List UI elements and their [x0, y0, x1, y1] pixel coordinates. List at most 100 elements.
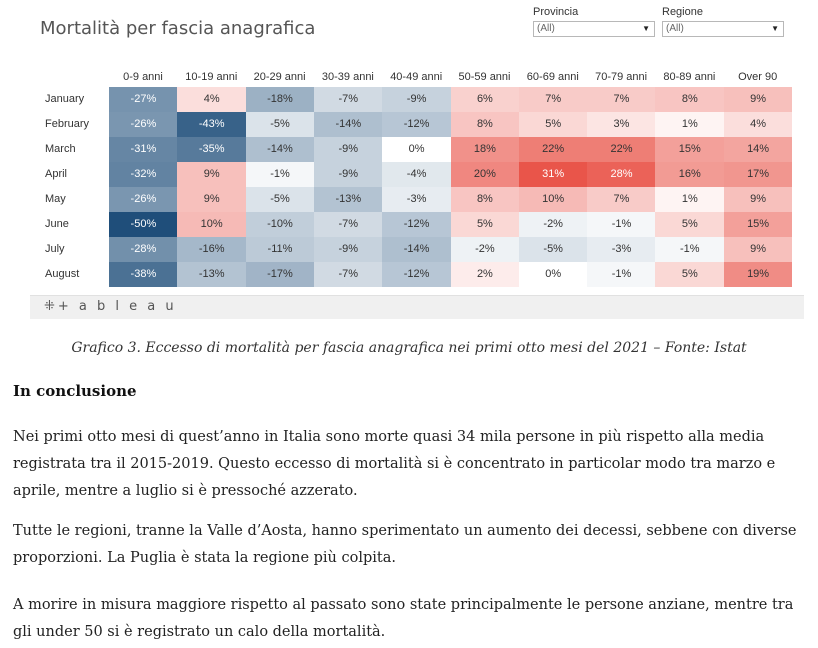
row-header: April [45, 168, 68, 180]
heatmap-cell[interactable]: -14% [313, 112, 383, 137]
heatmap-cell[interactable]: -7% [313, 212, 383, 237]
heatmap-cell[interactable]: -5% [245, 112, 315, 137]
filter-provincia-label: Provincia [533, 6, 579, 18]
heatmap-cell[interactable]: 22% [587, 137, 656, 162]
heatmap-cell[interactable]: 15% [723, 212, 793, 237]
heatmap-cell[interactable]: -17% [245, 262, 315, 287]
filter-regione-select[interactable]: (All) ▼ [662, 21, 784, 37]
heatmap-cell[interactable]: -9% [313, 137, 383, 162]
column-header: 80-89 anni [663, 71, 716, 83]
column-header: 10-19 anni [185, 71, 238, 83]
heatmap-cell[interactable]: 16% [655, 162, 725, 187]
filter-provincia-select[interactable]: (All) ▼ [533, 21, 655, 37]
heatmap-cell[interactable]: -50% [109, 212, 178, 237]
heatmap-cell[interactable]: -1% [587, 262, 656, 287]
heatmap-cell[interactable]: -28% [109, 237, 178, 262]
filter-provincia-value: (All) [537, 23, 555, 34]
heatmap-cell[interactable]: 10% [518, 187, 588, 212]
heatmap-cell[interactable]: 5% [518, 112, 588, 137]
heatmap-cell[interactable]: -1% [655, 237, 725, 262]
heatmap-cell[interactable]: 7% [518, 87, 588, 112]
heatmap-cell[interactable]: -4% [382, 162, 451, 187]
heatmap-cell[interactable]: 7% [587, 187, 656, 212]
filter-regione-value: (All) [666, 23, 684, 34]
heatmap-cell[interactable]: 7% [587, 87, 656, 112]
row-header: July [45, 243, 65, 255]
column-header: Over 90 [738, 71, 778, 83]
heatmap-cell[interactable]: -35% [177, 137, 247, 162]
heatmap-cell[interactable]: -13% [313, 187, 383, 212]
heatmap-cell[interactable]: 17% [723, 162, 793, 187]
heatmap-cell[interactable]: -10% [245, 212, 315, 237]
heatmap-cell[interactable]: 5% [655, 212, 725, 237]
heatmap-cell[interactable]: -9% [313, 162, 383, 187]
heatmap-cell[interactable]: -12% [382, 262, 451, 287]
heatmap-cell[interactable]: 9% [723, 187, 793, 212]
heatmap-cell[interactable]: 4% [177, 87, 247, 112]
heatmap-cell[interactable]: -1% [245, 162, 315, 187]
heatmap-cell[interactable]: 9% [723, 87, 793, 112]
heatmap-cell[interactable]: -12% [382, 112, 451, 137]
heatmap-cell[interactable]: 0% [382, 137, 451, 162]
heatmap-cell[interactable]: -3% [382, 187, 451, 212]
heatmap-cell[interactable]: -32% [109, 162, 178, 187]
heatmap-cell[interactable]: 3% [587, 112, 656, 137]
heatmap-cell[interactable]: -14% [382, 237, 451, 262]
heatmap-cell[interactable]: -9% [313, 237, 383, 262]
column-header: 70-79 anni [595, 71, 648, 83]
heatmap-cell[interactable]: -7% [313, 87, 383, 112]
tableau-logo-text: + a b l e a u [57, 299, 177, 314]
heatmap-cell[interactable]: -13% [177, 262, 247, 287]
tableau-logo[interactable]: ⁜+ a b l e a u [44, 299, 177, 314]
heatmap-cell[interactable]: 31% [518, 162, 588, 187]
heatmap-cell[interactable]: 5% [655, 262, 725, 287]
heatmap-cell[interactable]: -1% [587, 212, 656, 237]
heatmap-cell[interactable]: -7% [313, 262, 383, 287]
heatmap-cell[interactable]: 8% [655, 87, 725, 112]
heatmap-cell[interactable]: 1% [655, 112, 725, 137]
heatmap-cell[interactable]: 22% [518, 137, 588, 162]
heatmap-cell[interactable]: -11% [245, 237, 315, 262]
heatmap-cell[interactable]: 6% [450, 87, 520, 112]
heatmap-cell[interactable]: -27% [109, 87, 178, 112]
heatmap-cell[interactable]: 19% [723, 262, 793, 287]
section-heading: In conclusione [13, 382, 137, 400]
heatmap-cell[interactable]: -26% [109, 112, 178, 137]
heatmap-cell[interactable]: -3% [587, 237, 656, 262]
chart-caption: Grafico 3. Eccesso di mortalità per fasc… [71, 340, 747, 356]
heatmap-cell[interactable]: -5% [518, 237, 588, 262]
heatmap-cell[interactable]: 8% [450, 187, 520, 212]
heatmap-cell[interactable]: -38% [109, 262, 178, 287]
heatmap-cell[interactable]: -31% [109, 137, 178, 162]
heatmap-cell[interactable]: 5% [450, 212, 520, 237]
heatmap-cell[interactable]: -14% [245, 137, 315, 162]
column-header: 50-59 anni [458, 71, 511, 83]
heatmap-cell[interactable]: 18% [450, 137, 520, 162]
heatmap-cell[interactable]: -43% [177, 112, 247, 137]
heatmap-cell[interactable]: 10% [177, 212, 247, 237]
column-header: 30-39 anni [321, 71, 374, 83]
heatmap-cell[interactable]: 1% [655, 187, 725, 212]
heatmap-cell[interactable]: -5% [245, 187, 315, 212]
paragraph: Nei primi otto mesi di quest’anno in Ita… [13, 429, 776, 499]
heatmap-cell[interactable]: -18% [245, 87, 315, 112]
heatmap-cell[interactable]: -2% [450, 237, 520, 262]
heatmap-cell[interactable]: -2% [518, 212, 588, 237]
heatmap-cell[interactable]: 14% [723, 137, 793, 162]
heatmap-cell[interactable]: 9% [177, 162, 247, 187]
heatmap-cell[interactable]: 9% [177, 187, 247, 212]
column-header: 20-29 anni [253, 71, 306, 83]
heatmap-cell[interactable]: 4% [723, 112, 793, 137]
heatmap-cell[interactable]: -9% [382, 87, 451, 112]
heatmap-cell[interactable]: 2% [450, 262, 520, 287]
heatmap-cell[interactable]: 8% [450, 112, 520, 137]
heatmap-cell[interactable]: -26% [109, 187, 178, 212]
heatmap-cell[interactable]: -16% [177, 237, 247, 262]
heatmap-cell[interactable]: 28% [587, 162, 656, 187]
heatmap-cell[interactable]: 15% [655, 137, 725, 162]
tableau-toolbar: ⁜+ a b l e a u [30, 295, 804, 319]
heatmap-cell[interactable]: 0% [518, 262, 588, 287]
heatmap-cell[interactable]: 9% [723, 237, 793, 262]
heatmap-cell[interactable]: -12% [382, 212, 451, 237]
heatmap-cell[interactable]: 20% [450, 162, 520, 187]
